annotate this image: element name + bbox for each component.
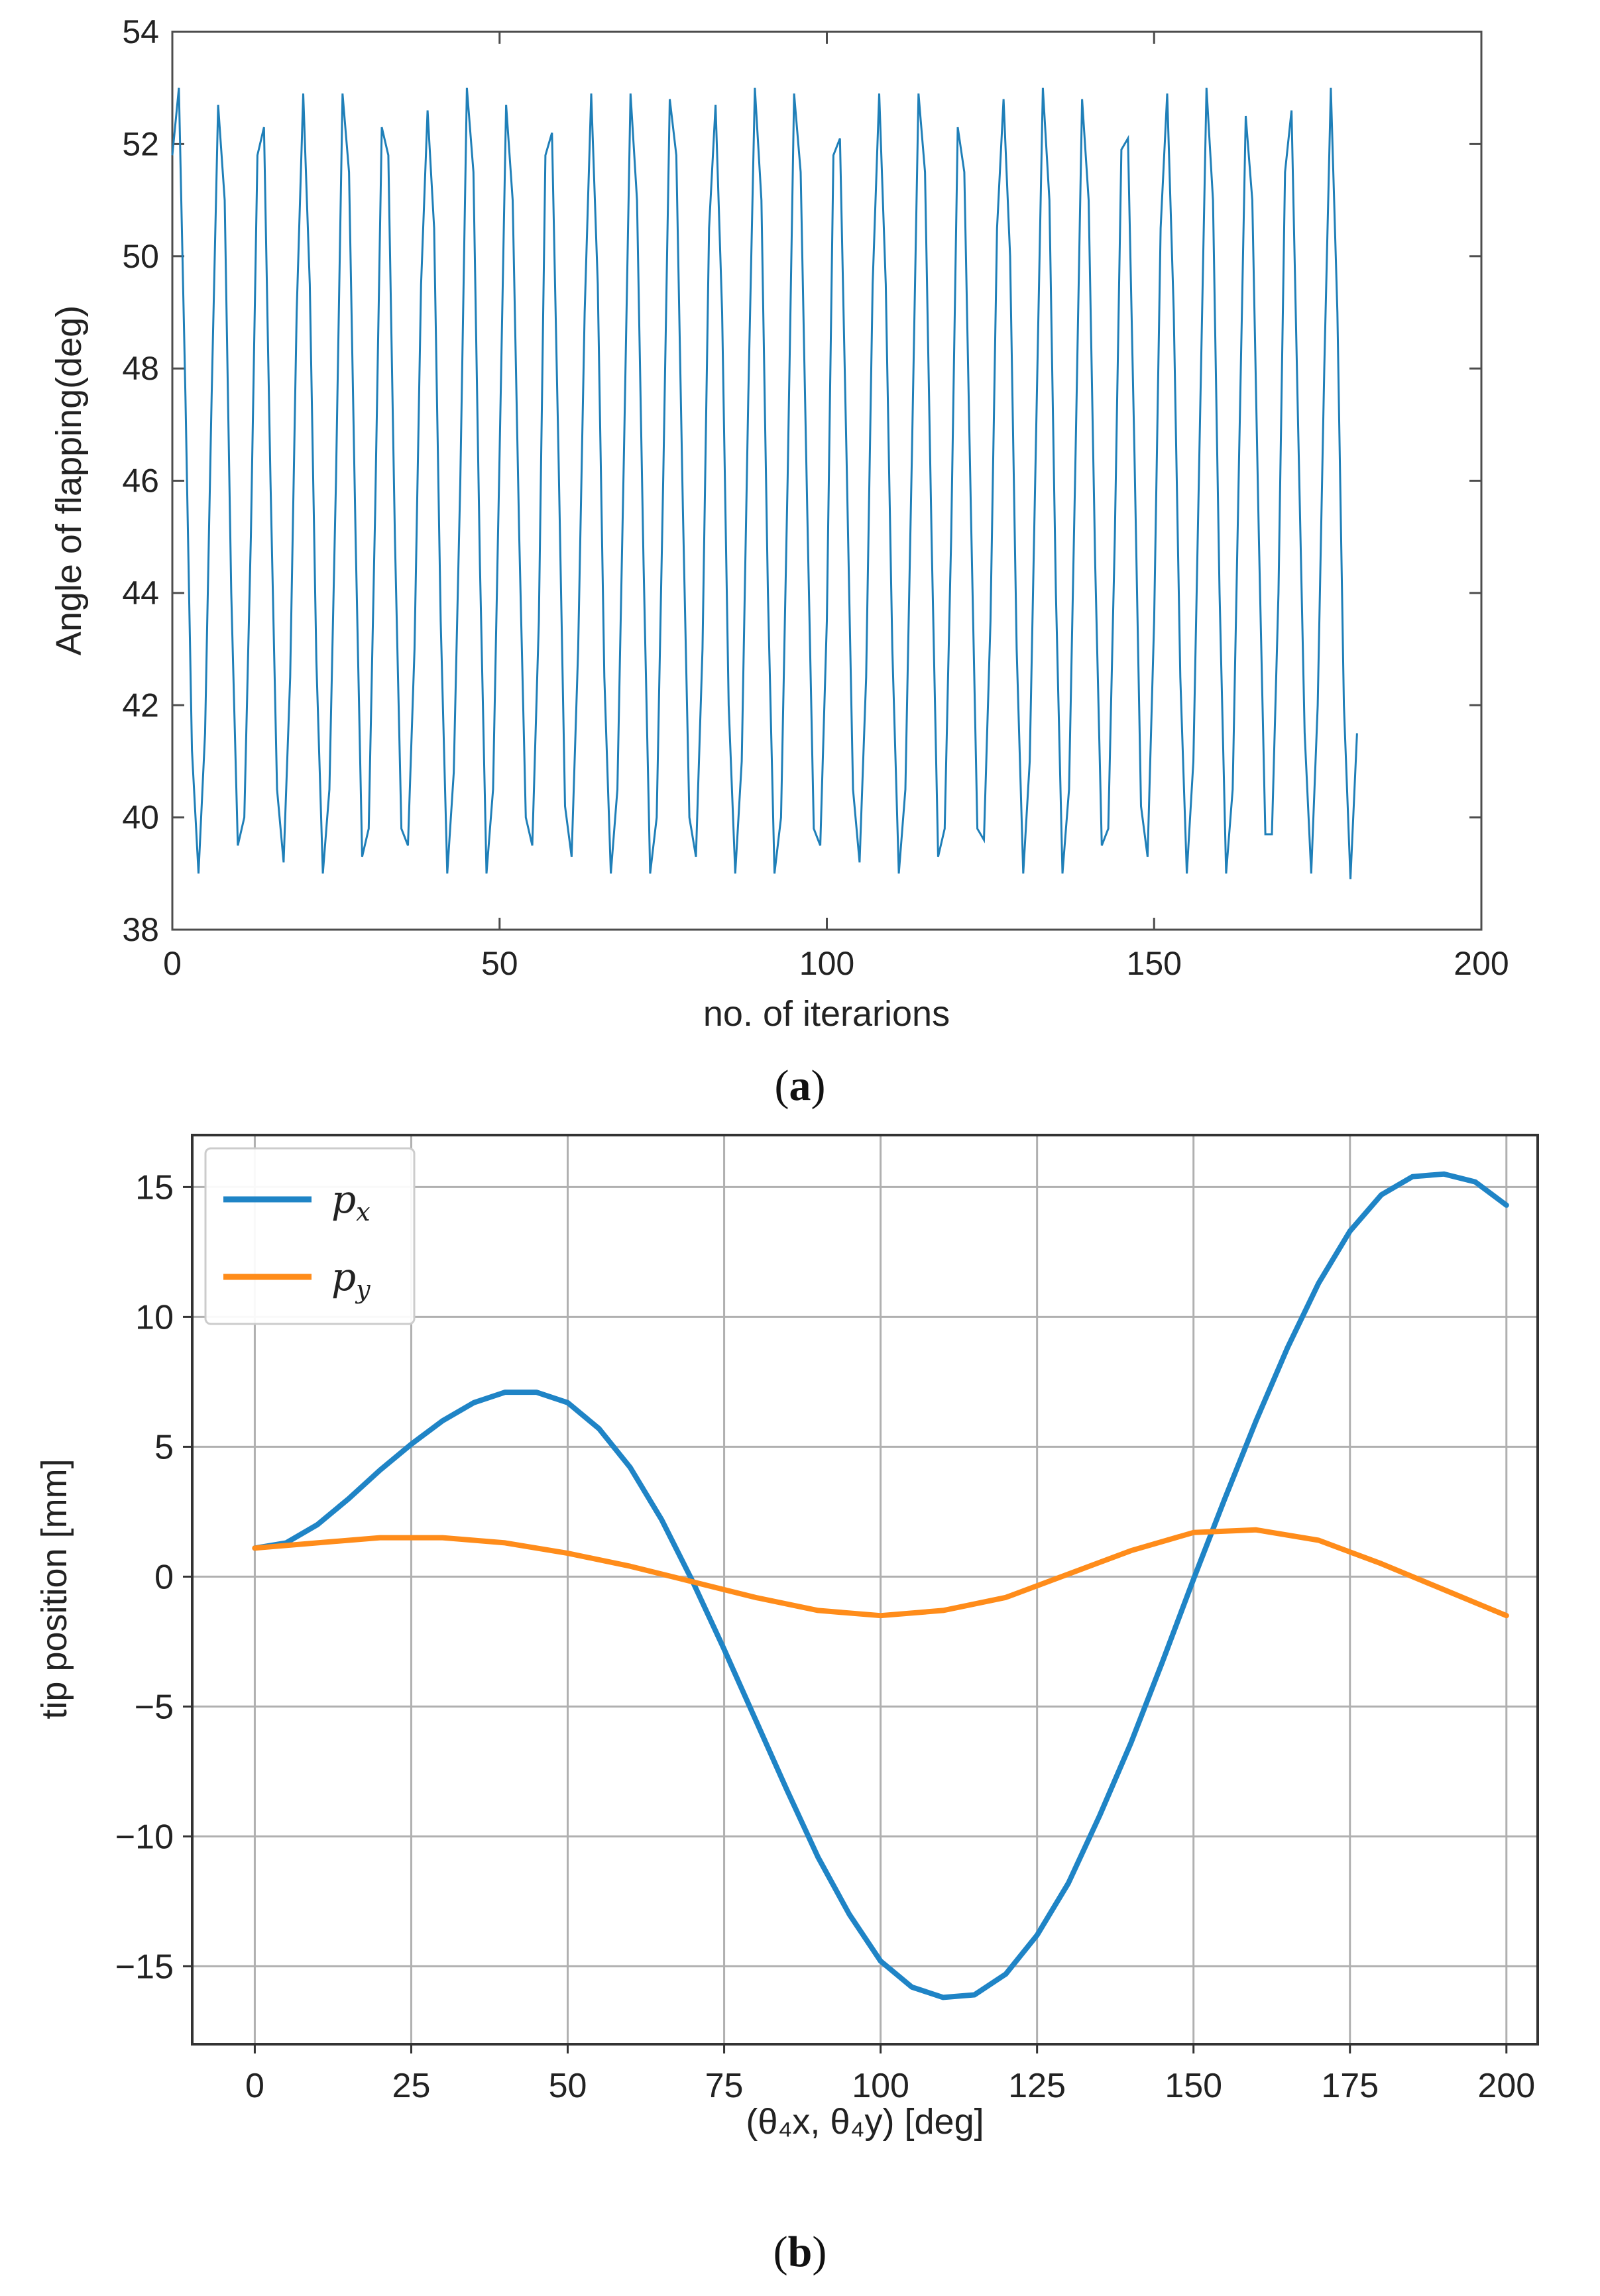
panel-b-caption: (b) bbox=[773, 2228, 827, 2276]
panel-b-x-tick-label: 25 bbox=[392, 2067, 431, 2105]
panel-a-y-tick-label: 50 bbox=[122, 238, 159, 275]
legend-label-py-sub: y bbox=[355, 1275, 371, 1304]
panel-a-y-tick-label: 44 bbox=[122, 574, 159, 612]
panel-a-y-axis-label: Angle of flapping(deg) bbox=[49, 305, 89, 655]
panel-b-y-tick-label: 0 bbox=[154, 1558, 174, 1596]
panel-b-x-axis-label: (θ₄x, θ₄y) [deg] bbox=[746, 2102, 984, 2142]
panel-a-x-tick-label: 100 bbox=[799, 945, 854, 982]
panel-b-y-tick-label: −5 bbox=[135, 1688, 174, 1726]
legend-label-py-main: p bbox=[331, 1254, 356, 1299]
panel-a-caption: (a) bbox=[775, 1062, 826, 1110]
panel-a-y-tick-label: 48 bbox=[122, 350, 159, 387]
panel-b-y-tick-labels: −15 −10 −5 0 5 10 15 bbox=[115, 1168, 174, 1986]
panel-b-plot-frame bbox=[191, 1134, 1539, 2046]
legend-label-px-main: p bbox=[331, 1177, 356, 1222]
panel-b-y-tick-label: 5 bbox=[154, 1428, 174, 1466]
panel-b-y-tick-label: 10 bbox=[135, 1298, 174, 1337]
panel-b-y-axis-label: tip position [mm] bbox=[34, 1458, 74, 1719]
panel-a-x-tick-labels: 0 50 100 150 200 bbox=[163, 945, 1509, 982]
panel-a-x-tick-label: 200 bbox=[1454, 945, 1509, 982]
panel-b-legend: px py bbox=[204, 1147, 416, 1325]
panel-b-y-tick-label: −10 bbox=[115, 1818, 174, 1856]
panel-a-caption-letter: a bbox=[789, 1062, 811, 1110]
panel-a-x-tick-label: 150 bbox=[1127, 945, 1182, 982]
legend-label-px: px bbox=[331, 1177, 371, 1227]
panel-a-y-tick-label: 54 bbox=[122, 13, 159, 50]
legend-label-py: py bbox=[331, 1254, 371, 1304]
panel-a-y-tick-label: 46 bbox=[122, 463, 159, 500]
panel-a-series-line bbox=[171, 87, 1358, 879]
panel-b-x-tick-label: 50 bbox=[549, 2067, 587, 2105]
panel-a-x-tick-label: 0 bbox=[163, 945, 182, 982]
panel-a-y-tick-labels: 38 40 42 44 46 48 50 52 54 bbox=[122, 13, 159, 948]
panel-a-series bbox=[171, 87, 1358, 879]
panel-a-y-tick-label: 38 bbox=[122, 911, 159, 948]
panel-b-grid bbox=[192, 1135, 1538, 2044]
panel-b-series-px bbox=[252, 1171, 1509, 2000]
panel-b-x-tick-label: 125 bbox=[1008, 2067, 1066, 2105]
panel-a-y-tick-label: 40 bbox=[122, 799, 159, 836]
panel-a-x-axis-label: no. of iterarions bbox=[703, 994, 950, 1034]
panel-a-x-tick-label: 50 bbox=[481, 945, 518, 982]
panel-b-series bbox=[252, 1171, 1509, 2000]
panel-a-y-tick-label: 42 bbox=[122, 686, 159, 724]
panel-b-x-tick-label: 150 bbox=[1165, 2067, 1222, 2105]
panel-b-y-tick-label: −15 bbox=[115, 1947, 174, 1986]
panel-b-x-tick-label: 0 bbox=[245, 2067, 264, 2105]
panel-b-x-tick-label: 175 bbox=[1321, 2067, 1379, 2105]
panel-b-chart: 0 25 50 75 100 125 150 175 200 −15 −10 −5 0 5 10 15 px… bbox=[34, 1134, 1539, 2276]
panel-b-y-tick-label: 15 bbox=[135, 1168, 174, 1207]
panel-b-x-tick-labels: 0 25 50 75 100 125 150 175 200 bbox=[245, 2067, 1535, 2105]
legend-label-px-sub: x bbox=[356, 1197, 370, 1227]
panel-b-x-tick-label: 200 bbox=[1477, 2067, 1535, 2105]
panel-b-series-py bbox=[252, 1527, 1509, 1619]
panel-a-ticks bbox=[171, 30, 1483, 931]
panel-b-ticks bbox=[183, 1185, 1508, 2053]
panel-b-x-tick-label: 75 bbox=[705, 2067, 744, 2105]
panel-a-y-tick-label: 52 bbox=[122, 125, 159, 162]
panel-b-caption-letter: b bbox=[788, 2228, 813, 2276]
panel-a-chart: 0 50 100 150 200 38 40 42 44 46 48 50 52 54 no. of i… bbox=[49, 13, 1509, 1110]
panel-b-x-tick-label: 100 bbox=[852, 2067, 909, 2105]
legend-box bbox=[204, 1147, 416, 1325]
